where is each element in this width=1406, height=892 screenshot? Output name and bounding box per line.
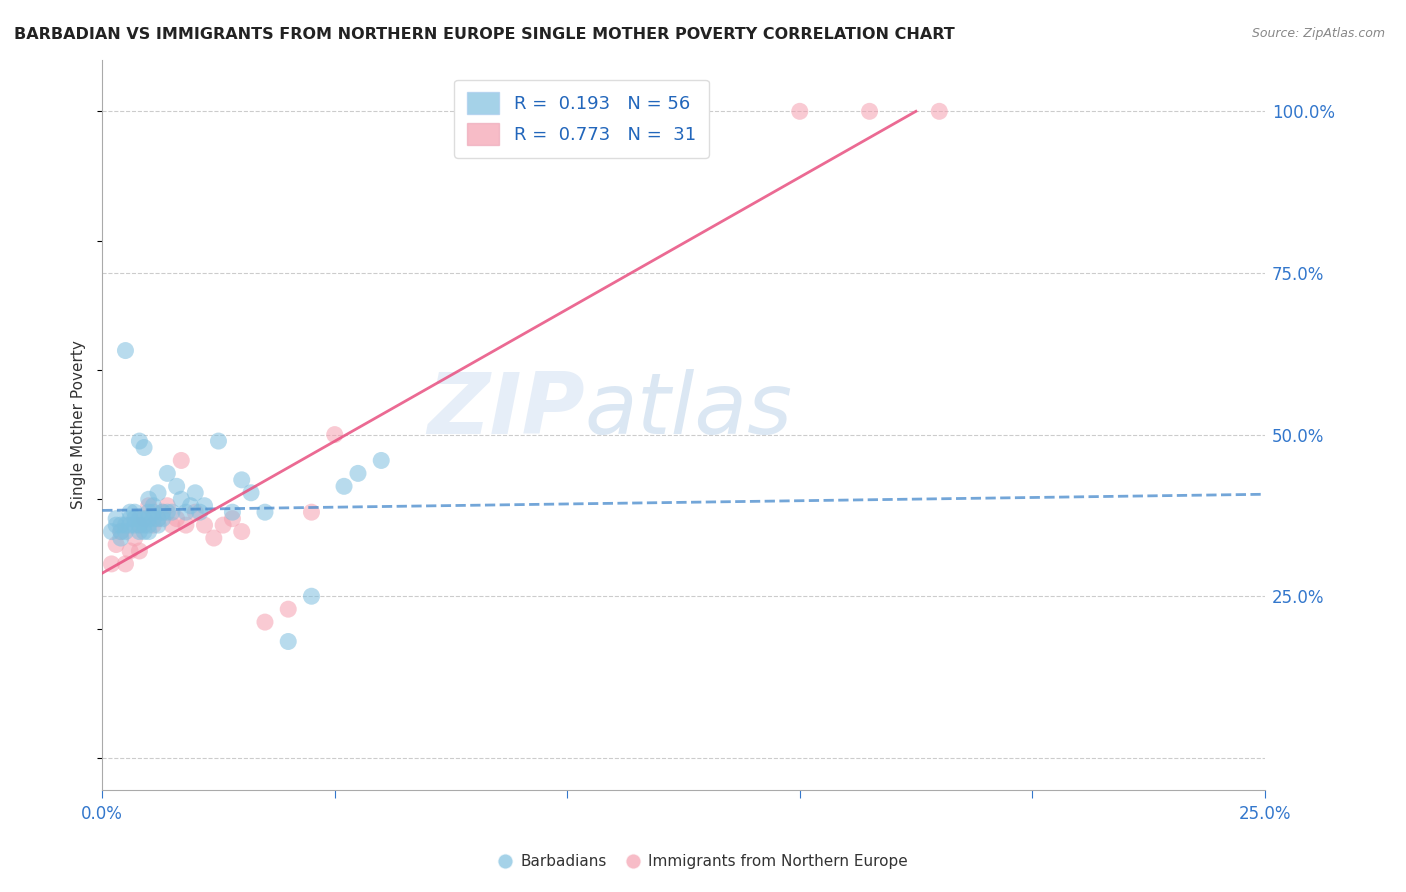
Point bbox=[253, 505, 276, 519]
Point bbox=[160, 505, 183, 519]
Point bbox=[277, 634, 299, 648]
Point bbox=[142, 499, 165, 513]
Point bbox=[132, 524, 155, 539]
Legend: R =  0.193   N = 56, R =  0.773   N =  31: R = 0.193 N = 56, R = 0.773 N = 31 bbox=[454, 79, 709, 158]
Point bbox=[110, 518, 132, 533]
Point bbox=[124, 505, 146, 519]
Point bbox=[138, 518, 160, 533]
Point bbox=[128, 518, 150, 533]
Point bbox=[120, 511, 142, 525]
Point bbox=[146, 511, 169, 525]
Point bbox=[174, 505, 197, 519]
Legend: Barbadians, Immigrants from Northern Europe: Barbadians, Immigrants from Northern Eur… bbox=[492, 848, 914, 875]
Point bbox=[132, 511, 155, 525]
Point bbox=[253, 615, 276, 629]
Point bbox=[120, 544, 142, 558]
Point bbox=[114, 557, 136, 571]
Point bbox=[347, 467, 370, 481]
Point bbox=[128, 434, 150, 448]
Point bbox=[152, 511, 174, 525]
Point bbox=[114, 343, 136, 358]
Point bbox=[128, 544, 150, 558]
Point bbox=[105, 537, 128, 551]
Point bbox=[170, 453, 193, 467]
Point bbox=[132, 518, 155, 533]
Point bbox=[110, 524, 132, 539]
Point bbox=[301, 589, 323, 603]
Point bbox=[231, 524, 253, 539]
Point bbox=[333, 479, 356, 493]
Point bbox=[120, 505, 142, 519]
Point bbox=[138, 511, 160, 525]
Point bbox=[221, 505, 243, 519]
Point bbox=[928, 104, 950, 119]
Text: Source: ZipAtlas.com: Source: ZipAtlas.com bbox=[1251, 27, 1385, 40]
Point bbox=[152, 505, 174, 519]
Point bbox=[132, 441, 155, 455]
Point bbox=[142, 511, 165, 525]
Point bbox=[180, 499, 202, 513]
Point bbox=[212, 518, 235, 533]
Point bbox=[146, 518, 169, 533]
Point bbox=[142, 518, 165, 533]
Text: BARBADIAN VS IMMIGRANTS FROM NORTHERN EUROPE SINGLE MOTHER POVERTY CORRELATION C: BARBADIAN VS IMMIGRANTS FROM NORTHERN EU… bbox=[14, 27, 955, 42]
Point bbox=[142, 505, 165, 519]
Point bbox=[789, 104, 811, 119]
Point bbox=[138, 505, 160, 519]
Point bbox=[124, 518, 146, 533]
Point bbox=[174, 518, 197, 533]
Point bbox=[370, 453, 392, 467]
Point bbox=[184, 505, 207, 519]
Text: ZIP: ZIP bbox=[427, 368, 585, 451]
Point bbox=[156, 467, 179, 481]
Point bbox=[202, 531, 225, 545]
Point bbox=[124, 531, 146, 545]
Point bbox=[110, 524, 132, 539]
Point bbox=[170, 492, 193, 507]
Point bbox=[156, 505, 179, 519]
Point bbox=[146, 485, 169, 500]
Point bbox=[146, 511, 169, 525]
Text: atlas: atlas bbox=[585, 368, 793, 451]
Point bbox=[184, 485, 207, 500]
Point bbox=[207, 434, 229, 448]
Point bbox=[138, 499, 160, 513]
Point bbox=[240, 485, 263, 500]
Point bbox=[128, 511, 150, 525]
Point bbox=[152, 505, 174, 519]
Point bbox=[114, 518, 136, 533]
Point bbox=[132, 511, 155, 525]
Point bbox=[120, 518, 142, 533]
Point bbox=[128, 518, 150, 533]
Point bbox=[138, 492, 160, 507]
Point bbox=[231, 473, 253, 487]
Point bbox=[858, 104, 880, 119]
Point bbox=[193, 518, 215, 533]
Point bbox=[114, 524, 136, 539]
Point bbox=[100, 524, 122, 539]
Point bbox=[301, 505, 323, 519]
Point bbox=[166, 479, 188, 493]
Point bbox=[128, 524, 150, 539]
Point bbox=[193, 499, 215, 513]
Point bbox=[124, 511, 146, 525]
Point bbox=[105, 511, 128, 525]
Point bbox=[110, 531, 132, 545]
Point bbox=[221, 511, 243, 525]
Point bbox=[323, 427, 346, 442]
Point bbox=[160, 518, 183, 533]
Point bbox=[188, 505, 211, 519]
Y-axis label: Single Mother Poverty: Single Mother Poverty bbox=[72, 341, 86, 509]
Point bbox=[166, 511, 188, 525]
Point bbox=[100, 557, 122, 571]
Point bbox=[156, 499, 179, 513]
Point bbox=[105, 518, 128, 533]
Point bbox=[138, 524, 160, 539]
Point bbox=[277, 602, 299, 616]
